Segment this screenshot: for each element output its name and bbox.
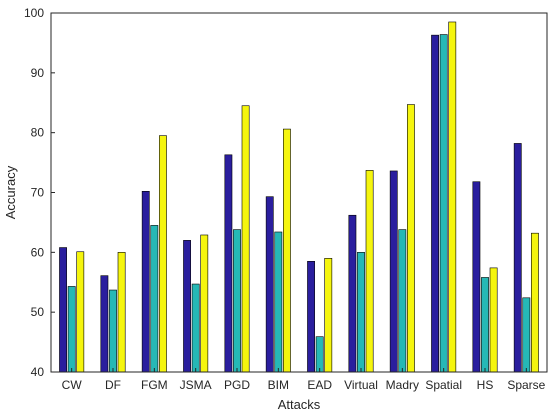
bar-hs-series3 — [489, 267, 498, 373]
bar-madry-series2 — [398, 229, 407, 373]
bar-bim-series2 — [274, 231, 283, 373]
bar-spatial-series2 — [439, 34, 448, 373]
bar-fgm-series3 — [159, 135, 167, 373]
bar-sparse-series2 — [522, 297, 531, 373]
bar-df-series3 — [117, 252, 126, 373]
x-tick-label: BIM — [268, 378, 289, 392]
x-tick-label: JSMA — [180, 378, 212, 392]
x-tick-label: Madry — [386, 378, 419, 392]
bar-fgm-series2 — [150, 225, 159, 373]
x-tick-label: DF — [105, 378, 121, 392]
bar-madry-series3 — [407, 104, 415, 373]
x-tick-label: CW — [62, 378, 83, 392]
y-axis: 40 50 60 70 80 90 100 — [24, 6, 55, 379]
bar-sparse-series3 — [531, 232, 539, 373]
x-tick-label: EAD — [307, 378, 332, 392]
plot-area — [51, 13, 547, 372]
bar-madry-series1 — [389, 170, 398, 373]
bar-pgd-series3 — [241, 105, 250, 373]
bar-ead-series1 — [307, 261, 315, 373]
y-tick-label: 100 — [24, 6, 44, 20]
bar-spatial-series3 — [448, 21, 457, 373]
y-tick-label: 50 — [31, 305, 45, 319]
bar-pgd-series2 — [233, 229, 241, 373]
x-tick-label: HS — [477, 378, 494, 392]
bar-df-series1 — [100, 275, 109, 373]
bar-fgm-series1 — [141, 191, 150, 373]
bar-ead-series2 — [315, 336, 324, 373]
x-tick-label: PGD — [224, 378, 250, 392]
bar-ead-series3 — [324, 258, 333, 373]
y-axis-label: Accuracy — [3, 165, 18, 219]
bar-bim-series1 — [265, 196, 274, 373]
x-axis-label: Attacks — [278, 397, 321, 412]
x-tick-label: Spatial — [425, 378, 462, 392]
bar-jsma-series3 — [200, 234, 209, 373]
x-axis: CW DF FGM JSMA PGD BIM EAD Virtual Madry Spatial H… — [62, 368, 546, 392]
y-tick-label: 70 — [31, 186, 45, 200]
bar-jsma-series2 — [191, 283, 200, 373]
y-tick-label: 40 — [31, 365, 45, 379]
bar-spatial-series1 — [431, 34, 439, 373]
bar-jsma-series1 — [183, 240, 191, 373]
bar-virtual-series3 — [365, 170, 374, 373]
x-tick-label: Sparse — [507, 378, 545, 392]
bar-bim-series3 — [283, 128, 291, 373]
x-tick-label: Virtual — [344, 378, 378, 392]
y-tick-label: 60 — [31, 245, 45, 259]
y-tick-label: 80 — [31, 126, 45, 140]
bar-virtual-series2 — [357, 252, 365, 373]
bar-cw-series2 — [67, 286, 76, 373]
bar-sparse-series1 — [513, 143, 522, 373]
y-tick-label: 90 — [31, 66, 45, 80]
bar-cw-series3 — [76, 251, 85, 373]
bar-pgd-series1 — [224, 154, 233, 373]
bar-cw-series1 — [59, 247, 67, 373]
bar-hs-series1 — [472, 181, 481, 373]
bar-virtual-series1 — [348, 214, 357, 373]
x-tick-label: FGM — [141, 378, 168, 392]
bar-df-series2 — [109, 289, 117, 373]
bar-hs-series2 — [481, 277, 489, 373]
